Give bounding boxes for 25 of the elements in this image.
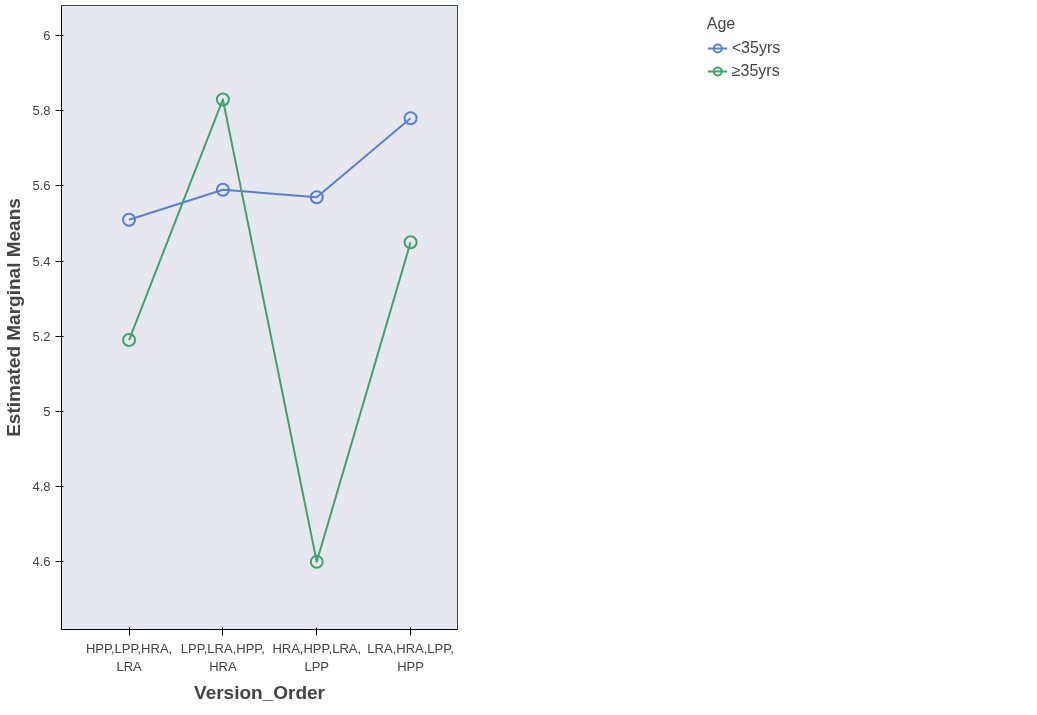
point (122, 212, 137, 227)
point (215, 92, 230, 107)
point (309, 554, 324, 569)
point (403, 111, 418, 126)
x-tick-label: LPP,LRA,HPP, HRA (180, 640, 265, 674)
point (403, 235, 418, 250)
y-tick-label: 5.4 (32, 253, 51, 269)
y-tick-label: 5.6 (32, 178, 51, 194)
x-tick-label: HPP,LPP,HRA, LRA (85, 640, 173, 674)
x-tick-label: HRA,HPP,LRA, LPP (272, 640, 362, 674)
x-tick-label: LRA,HRA,LPP, HPP (367, 640, 454, 674)
y-tick-label: 6 (43, 28, 51, 44)
y-tick-label: 5.8 (32, 103, 51, 119)
y-tick-label: 4.8 (32, 479, 51, 495)
legend-label: <35yrs (731, 39, 781, 57)
x-axis-title: Version_Order (194, 681, 326, 703)
y-tick-label: 4.6 (32, 554, 51, 570)
y-axis-title: Estimated Marginal Means (3, 198, 25, 437)
y-tick-label: 5 (43, 403, 51, 419)
point (122, 333, 137, 348)
legend-label: ≥35yrs (731, 62, 780, 80)
point (215, 182, 230, 197)
point (309, 190, 324, 205)
legend-title: Age (706, 15, 737, 33)
y-tick-label: 5.2 (32, 328, 51, 344)
